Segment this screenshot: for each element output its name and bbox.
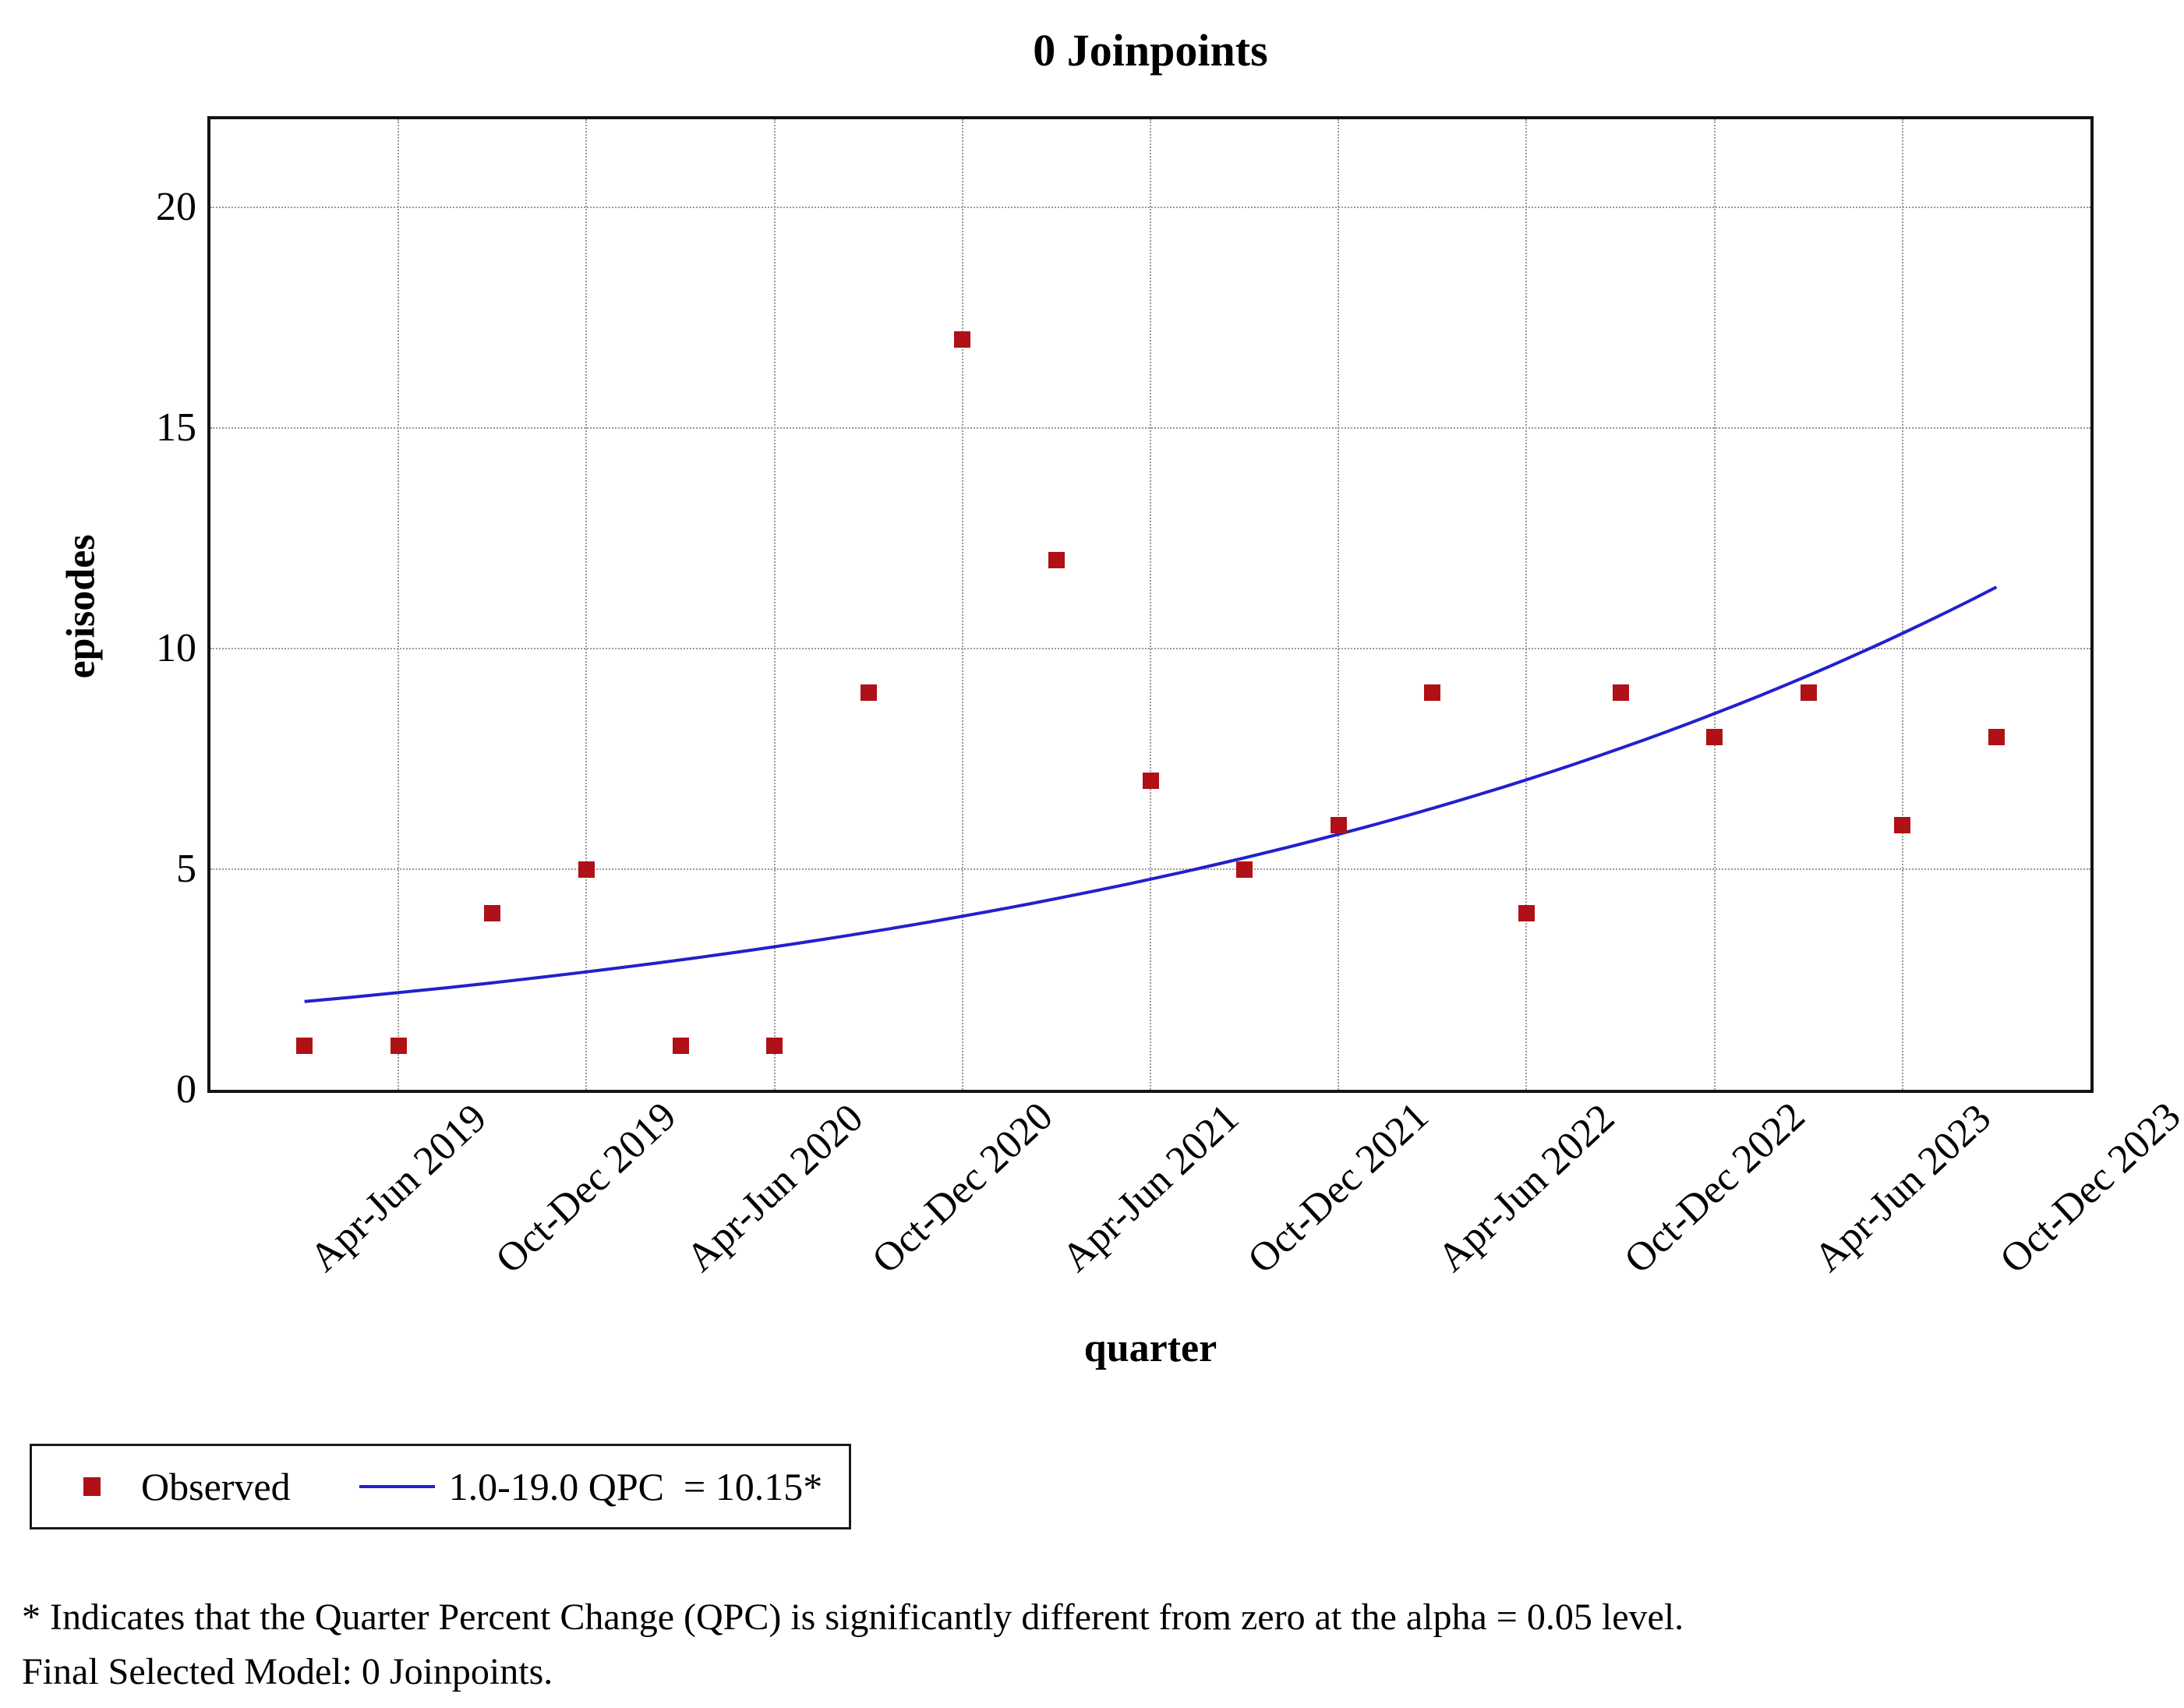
y-tick-label: 20: [156, 185, 196, 230]
x-tick-label: Oct-Dec 2023: [1991, 1094, 2184, 1282]
observed-point: [484, 905, 501, 922]
footnotes: * Indicates that the Quarter Percent Cha…: [22, 1590, 1684, 1699]
observed-point: [860, 684, 877, 702]
chart-title: 0 Joinpoints: [1033, 25, 1268, 76]
gridline-vertical: [1525, 119, 1528, 1090]
x-axis-title: quarter: [1083, 1326, 1217, 1370]
gridline-vertical: [585, 119, 588, 1090]
x-tick-label: Oct-Dec 2020: [864, 1094, 1062, 1282]
observed-point: [1706, 728, 1723, 745]
footnote-model: Final Selected Model: 0 Joinpoints.: [22, 1651, 553, 1692]
legend-observed-swatch: [83, 1477, 101, 1496]
x-tick-label: Oct-Dec 2022: [1615, 1094, 1814, 1282]
observed-point: [1424, 684, 1441, 702]
observed-point: [1518, 905, 1535, 922]
gridline-vertical: [961, 119, 963, 1090]
legend-line-swatch: [359, 1485, 435, 1488]
regression-line: [304, 585, 1998, 1003]
x-tick-label: Apr-Jun 2023: [1805, 1095, 1999, 1281]
y-tick-label: 0: [176, 1067, 196, 1112]
observed-point: [1330, 816, 1347, 833]
observed-point: [1048, 552, 1065, 569]
legend-line-label: 1.0-19.0 QPC = 10.15*: [448, 1465, 823, 1508]
observed-point: [954, 331, 971, 348]
x-tick-label: Apr-Jun 2021: [1053, 1095, 1248, 1281]
legend: Observed 1.0-19.0 QPC = 10.15*: [30, 1444, 851, 1529]
y-tick-label: 15: [156, 405, 196, 451]
gridline-vertical: [1901, 119, 1903, 1090]
x-tick-label: Apr-Jun 2019: [302, 1095, 496, 1281]
gridline-vertical: [773, 119, 776, 1090]
observed-point: [1894, 816, 1911, 833]
observed-point: [672, 1037, 689, 1054]
observed-point: [1800, 684, 1817, 702]
footnote-significance: * Indicates that the Quarter Percent Cha…: [22, 1597, 1684, 1638]
x-tick-label: Apr-Jun 2022: [1429, 1095, 1624, 1281]
observed-point: [1142, 773, 1159, 790]
observed-point: [578, 861, 595, 878]
legend-observed-label: Observed: [141, 1465, 291, 1508]
observed-point: [1236, 861, 1253, 878]
plot-area: [207, 116, 2094, 1093]
observed-point: [1988, 728, 2005, 745]
gridline-vertical: [398, 119, 400, 1090]
y-tick-label: 5: [176, 847, 196, 892]
x-tick-label: Apr-Jun 2020: [677, 1095, 871, 1281]
x-tick-label: Oct-Dec 2021: [1239, 1094, 1437, 1282]
observed-point: [1612, 684, 1629, 702]
observed-point: [296, 1037, 313, 1054]
gridline-vertical: [1338, 119, 1340, 1090]
observed-point: [390, 1037, 407, 1054]
gridline-vertical: [1150, 119, 1151, 1090]
observed-point: [766, 1037, 783, 1054]
y-tick-label: 10: [156, 626, 196, 671]
gridline-vertical: [1713, 119, 1716, 1090]
x-tick-label: Oct-Dec 2019: [487, 1094, 686, 1282]
